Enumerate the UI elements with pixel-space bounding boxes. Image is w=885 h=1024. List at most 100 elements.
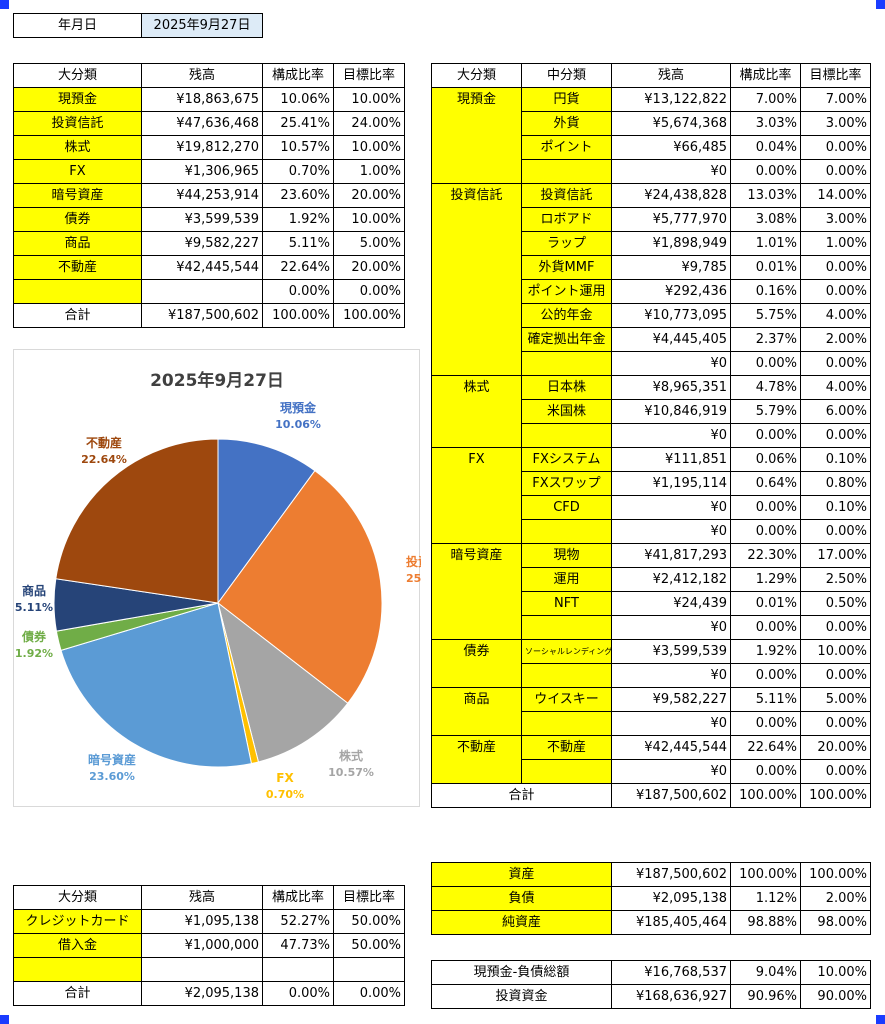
detail-balance[interactable]: ¥3,599,539 (611, 639, 731, 664)
liability-ratio[interactable]: 52.27% (262, 909, 334, 934)
asset-balance[interactable]: ¥18,863,675 (141, 87, 263, 112)
asset-name[interactable]: 株式 (13, 135, 142, 160)
total-ratio[interactable]: 100.00% (262, 303, 334, 328)
detail-target[interactable]: 10.00% (800, 639, 871, 664)
asset-name[interactable]: 不動産 (13, 255, 142, 280)
detail-target[interactable]: 2.50% (800, 567, 871, 592)
detail-ratio[interactable]: 13.03% (730, 183, 801, 208)
asset-balance[interactable]: ¥47,636,468 (141, 111, 263, 136)
detail-ratio[interactable]: 3.03% (730, 111, 801, 136)
detail-balance[interactable]: ¥2,412,182 (611, 567, 731, 592)
liabilities-total-ratio[interactable]: 0.00% (262, 981, 334, 1006)
detail-balance[interactable]: ¥8,965,351 (611, 375, 731, 400)
net-worth-balance[interactable]: ¥187,500,602 (611, 862, 731, 887)
detail-major[interactable] (431, 279, 522, 304)
net-worth-target[interactable]: 98.00% (800, 910, 871, 935)
detail-middle[interactable]: CFD (521, 495, 612, 520)
summary-ratio[interactable]: 90.96% (730, 984, 801, 1009)
detail-ratio[interactable]: 7.00% (730, 87, 801, 112)
detail-major[interactable] (431, 711, 522, 736)
detail-ratio[interactable]: 5.11% (730, 687, 801, 712)
detail-major[interactable] (431, 327, 522, 352)
asset-name[interactable]: FX (13, 159, 142, 184)
detail-major[interactable] (431, 663, 522, 688)
detail-middle[interactable]: ポイント (521, 135, 612, 160)
detail-middle[interactable]: 運用 (521, 567, 612, 592)
summary-target[interactable]: 10.00% (800, 960, 871, 985)
liability-name[interactable] (13, 957, 142, 982)
pie-chart[interactable]: 2025年9月27日 現預金 10.06% 投資信託 25.41% 株式 10.57% FX… (13, 349, 421, 807)
asset-balance[interactable]: ¥42,445,544 (141, 255, 263, 280)
net-worth-label[interactable]: 純資産 (431, 910, 612, 935)
detail-ratio[interactable]: 0.00% (730, 615, 801, 640)
detail-middle[interactable]: 外貨MMF (521, 255, 612, 280)
selection-handle-top-right[interactable] (876, 0, 885, 9)
detail-balance[interactable]: ¥24,439 (611, 591, 731, 616)
detail-major[interactable] (431, 231, 522, 256)
liability-ratio[interactable] (262, 957, 334, 982)
detail-major[interactable]: 暗号資産 (431, 543, 522, 568)
asset-balance[interactable] (141, 279, 263, 304)
net-worth-label[interactable]: 資産 (431, 862, 612, 887)
asset-ratio[interactable]: 0.00% (262, 279, 334, 304)
detail-ratio[interactable]: 1.01% (730, 231, 801, 256)
liability-name[interactable]: 借入金 (13, 933, 142, 958)
detail-major[interactable] (431, 759, 522, 784)
net-worth-balance[interactable]: ¥185,405,464 (611, 910, 731, 935)
detail-target[interactable]: 0.00% (800, 519, 871, 544)
detail-target[interactable]: 0.10% (800, 447, 871, 472)
detail-middle[interactable]: 投資信託 (521, 183, 612, 208)
detail-ratio[interactable]: 0.04% (730, 135, 801, 160)
detail-balance[interactable]: ¥0 (611, 351, 731, 376)
detail-target[interactable]: 0.10% (800, 495, 871, 520)
detail-balance[interactable]: ¥42,445,544 (611, 735, 731, 760)
summary-ratio[interactable]: 9.04% (730, 960, 801, 985)
detail-middle[interactable]: FXスワップ (521, 471, 612, 496)
detail-target[interactable]: 0.00% (800, 759, 871, 784)
detail-middle[interactable] (521, 615, 612, 640)
detail-target[interactable]: 5.00% (800, 687, 871, 712)
detail-middle[interactable]: 円貨 (521, 87, 612, 112)
summary-target[interactable]: 90.00% (800, 984, 871, 1009)
detail-major[interactable]: 現預金 (431, 87, 522, 112)
selection-handle-top-left[interactable] (0, 0, 9, 9)
pie-slice-0[interactable] (217, 438, 316, 605)
total-target[interactable]: 100.00% (333, 303, 405, 328)
net-worth-ratio[interactable]: 100.00% (730, 862, 801, 887)
detail-ratio[interactable]: 1.92% (730, 639, 801, 664)
asset-balance[interactable]: ¥44,253,914 (141, 183, 263, 208)
detail-middle[interactable]: 公的年金 (521, 303, 612, 328)
net-worth-label[interactable]: 負債 (431, 886, 612, 911)
detail-balance[interactable]: ¥0 (611, 663, 731, 688)
detail-major[interactable] (431, 255, 522, 280)
detail-balance[interactable]: ¥1,195,114 (611, 471, 731, 496)
detail-total-balance[interactable]: ¥187,500,602 (611, 783, 731, 808)
detail-middle[interactable]: ソーシャルレンディング (521, 639, 612, 664)
asset-ratio[interactable]: 10.57% (262, 135, 334, 160)
detail-target[interactable]: 3.00% (800, 111, 871, 136)
detail-balance[interactable]: ¥9,582,227 (611, 687, 731, 712)
detail-middle[interactable]: ウイスキー (521, 687, 612, 712)
detail-middle[interactable]: ロボアド (521, 207, 612, 232)
liabilities-total-balance[interactable]: ¥2,095,138 (141, 981, 263, 1006)
detail-ratio[interactable]: 0.00% (730, 495, 801, 520)
detail-middle[interactable] (521, 519, 612, 544)
detail-ratio[interactable]: 0.00% (730, 159, 801, 184)
asset-name[interactable]: 商品 (13, 231, 142, 256)
pie-slice-4[interactable] (60, 602, 253, 768)
asset-ratio[interactable]: 1.92% (262, 207, 334, 232)
detail-major[interactable] (431, 159, 522, 184)
detail-balance[interactable]: ¥0 (611, 495, 731, 520)
asset-target[interactable]: 1.00% (333, 159, 405, 184)
detail-balance[interactable]: ¥111,851 (611, 447, 731, 472)
detail-balance[interactable]: ¥5,777,970 (611, 207, 731, 232)
detail-middle[interactable]: FXシステム (521, 447, 612, 472)
date-value[interactable]: 2025年9月27日 (141, 13, 263, 38)
detail-ratio[interactable]: 0.00% (730, 423, 801, 448)
liabilities-total-target[interactable]: 0.00% (333, 981, 405, 1006)
detail-target[interactable]: 17.00% (800, 543, 871, 568)
detail-middle[interactable]: 米国株 (521, 399, 612, 424)
detail-ratio[interactable]: 1.29% (730, 567, 801, 592)
detail-middle[interactable]: ポイント運用 (521, 279, 612, 304)
summary-balance[interactable]: ¥16,768,537 (611, 960, 731, 985)
